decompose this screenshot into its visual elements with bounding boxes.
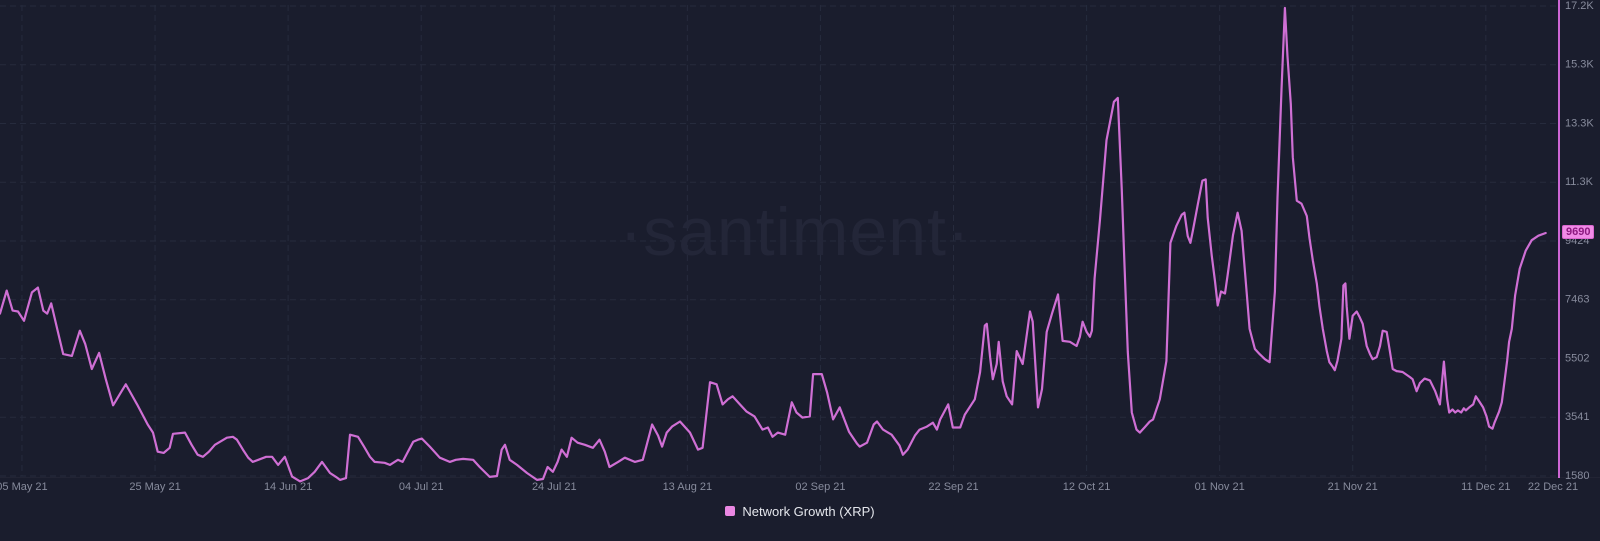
y-tick-label: 1580 xyxy=(1565,470,1589,482)
x-tick-label: 02 Sep 21 xyxy=(795,481,845,493)
y-tick-label: 17.2K xyxy=(1565,0,1594,12)
legend-swatch-icon[interactable] xyxy=(725,506,736,516)
x-tick-label: 13 Aug 21 xyxy=(663,481,713,493)
y-tick-label: 7463 xyxy=(1565,294,1589,306)
legend-label[interactable]: Network Growth (XRP) xyxy=(742,503,875,519)
x-tick-label: 12 Oct 21 xyxy=(1063,481,1111,493)
x-tick-label: 22 Dec 21 xyxy=(1528,481,1578,493)
x-tick-label: 04 Jul 21 xyxy=(399,481,444,493)
y-tick-label: 13.3K xyxy=(1565,117,1594,129)
x-tick-label: 21 Nov 21 xyxy=(1328,481,1378,493)
x-tick-label: 11 Dec 21 xyxy=(1461,481,1510,493)
y-tick-label: 11.3K xyxy=(1565,176,1594,188)
x-tick-label: 22 Sep 21 xyxy=(928,481,978,493)
x-tick-label: 01 Nov 21 xyxy=(1195,481,1245,493)
last-value-badge: 9690 xyxy=(1562,225,1595,240)
x-tick-label: 05 May 21 xyxy=(0,481,48,493)
plot-bottom-divider xyxy=(0,477,1600,478)
x-tick-label: 24 Jul 21 xyxy=(532,481,577,493)
y-tick-label: 5502 xyxy=(1565,352,1589,364)
x-tick-label: 14 Jun 21 xyxy=(264,481,312,493)
series-line xyxy=(0,6,1547,483)
x-tick-label: 25 May 21 xyxy=(129,481,180,493)
chart-legend: Network Growth (XRP) xyxy=(0,501,1600,521)
y-tick-label: 3541 xyxy=(1565,411,1589,423)
y-tick-label: 15.3K xyxy=(1565,59,1594,71)
